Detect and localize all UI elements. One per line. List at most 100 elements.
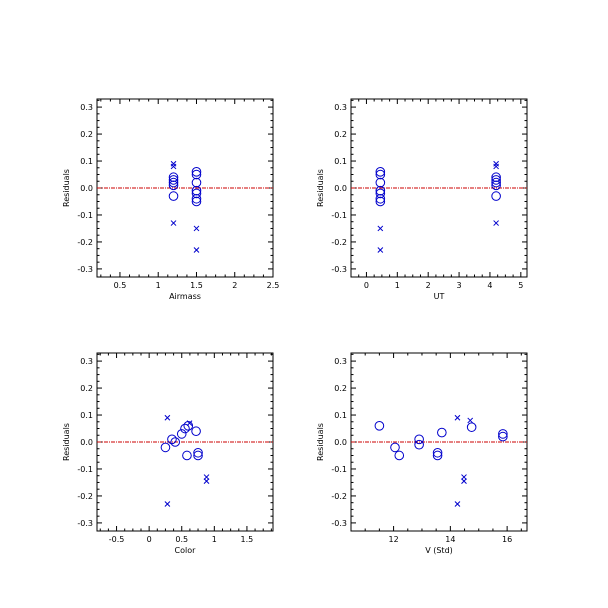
data-point-circle [375,188,386,199]
data-point-cross [467,417,474,424]
data-point-circle [390,442,400,453]
data-point-circle [176,429,187,439]
data-point-cross [461,478,467,484]
y-tick-label: -0.2 [77,492,93,501]
x-tick-label: 0 [364,281,369,290]
data-point-circle [498,429,508,439]
y-tick-label: -0.2 [331,238,347,247]
y-tick-label: 0.2 [334,384,347,393]
x-tick-label: 1 [156,281,161,290]
y-tick-label: 0.3 [80,357,93,366]
y-tick-label: -0.1 [77,465,93,474]
data-point-circle [466,422,477,432]
data-point-circle [374,421,385,431]
data-point-circle [375,177,386,188]
data-point-circle [182,450,192,461]
data-point-cross [186,420,193,426]
x-tick-label: 2 [232,281,237,290]
data-point-circle [491,191,501,201]
data-point-cross [203,474,210,480]
data-point-cross [493,160,499,167]
y-tick-label: 0.0 [334,184,347,193]
data-point-cross [203,478,210,484]
x-tick-label: 16 [502,535,512,544]
x-axis-label: Airmass [169,292,201,301]
data-point-cross [454,501,461,507]
y-tick-label: 0.3 [334,103,347,112]
data-point-circle [191,193,202,204]
x-tick-label: -0.5 [109,535,125,544]
data-point-circle [191,426,201,437]
data-point-cross [170,163,177,170]
data-point-cross [493,220,499,226]
x-axis-label: Color [175,546,197,555]
data-point-cross [164,414,171,421]
data-point-circle [394,450,405,461]
y-tick-label: -0.2 [331,492,347,501]
y-tick-label: 0.0 [334,438,347,447]
data-point-circle [491,180,501,191]
y-axis-label: Residuals [316,423,325,461]
y-tick-label: 0.2 [80,384,93,393]
x-tick-label: 0.5 [175,535,188,544]
data-point-circle [191,177,202,188]
plot-panel-1: -0.3 -0.2 -0.1 0.0 0.1 0.2 0.3 0.5 1 1.5 2 2.5 Airma… [62,98,280,301]
data-point-circle [168,175,179,185]
plot-panel-3: -0.3 -0.2 -0.1 0.0 0.1 0.2 0.3 -0.5 0 0.5 1 1.5 Colo… [62,352,274,555]
y-tick-label: 0.3 [80,103,93,112]
data-point-cross [193,225,200,232]
data-point-circle [491,177,501,188]
y-tick-label: 0.0 [80,184,93,193]
x-tick-label: 1.5 [190,281,203,290]
data-point-circle [437,427,447,438]
data-point-cross [170,220,177,226]
data-point-circle [193,450,203,461]
y-tick-label: -0.1 [331,211,347,220]
data-point-circle [414,434,424,445]
data-point-cross [454,414,461,421]
data-point-circle [375,185,386,196]
y-tick-label: 0.1 [80,157,93,166]
x-tick-label: 5 [518,281,523,290]
x-tick-label: 2 [426,281,431,290]
y-tick-label: 0.1 [334,411,347,420]
x-tick-label: 0 [147,535,152,544]
y-axis-label: Residuals [62,169,71,207]
data-point-circle [375,167,386,177]
data-point-circle [191,167,202,177]
data-point-circle [191,185,202,196]
data-point-circle [191,196,202,207]
data-point-circle [168,191,179,201]
data-point-circle [432,447,443,458]
y-tick-label: -0.1 [77,211,93,220]
x-tick-label: 3 [457,281,462,290]
y-axis-label: Residuals [316,169,325,207]
y-tick-label: 0.2 [80,130,93,139]
plot-panel-4: -0.3 -0.2 -0.1 0.0 0.1 0.2 0.3 12 14 16 V (Std) Res… [316,352,528,555]
x-axis-label: UT [434,292,445,301]
data-point-cross [170,160,177,167]
data-point-circle [191,169,202,180]
data-point-circle [375,196,386,207]
data-point-circle [432,450,443,461]
data-point-circle [168,177,179,188]
y-tick-label: -0.3 [77,265,93,274]
y-tick-label: 0.1 [80,411,93,420]
x-tick-label: 2.5 [267,281,280,290]
x-tick-label: 14 [445,535,455,544]
x-tick-label: 1 [212,535,217,544]
y-axis-label: Residuals [62,423,71,461]
data-point-circle [170,437,181,447]
x-axis-label: V (Std) [425,546,453,555]
data-point-circle [193,447,203,458]
data-point-circle [491,172,501,183]
x-tick-label: 4 [487,281,492,290]
y-tick-label: -0.3 [77,519,93,528]
data-point-circle [375,169,386,180]
y-tick-label: -0.3 [331,519,347,528]
data-point-cross [377,225,384,232]
x-tick-label: 1 [395,281,400,290]
y-tick-label: 0.2 [334,130,347,139]
data-point-circle [160,442,171,453]
